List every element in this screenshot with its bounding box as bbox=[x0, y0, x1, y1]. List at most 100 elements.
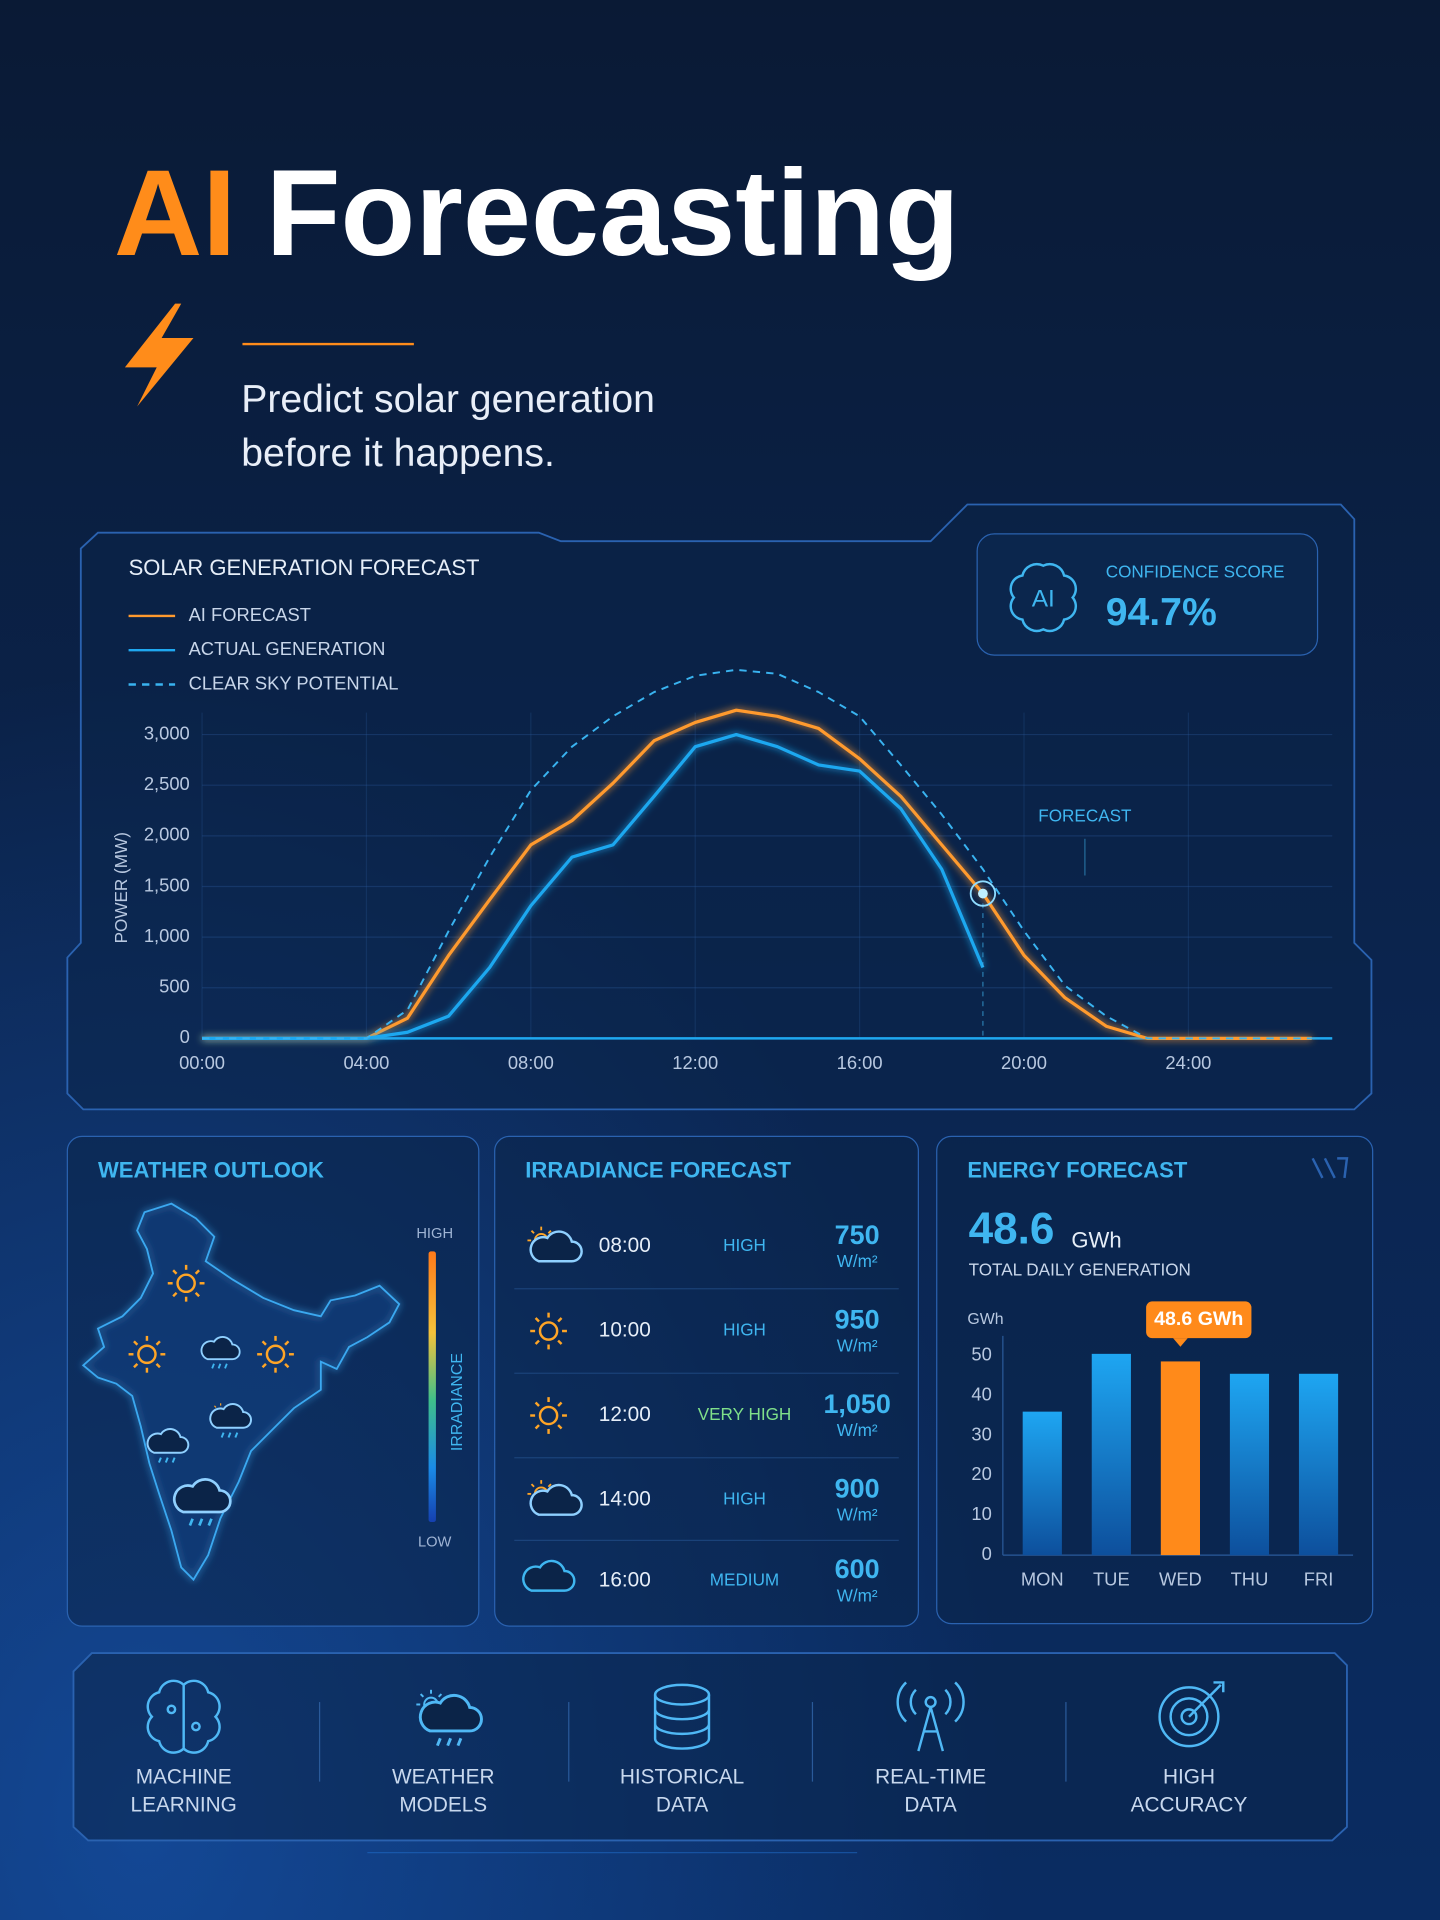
sun-icon-part bbox=[155, 1340, 161, 1346]
sun-icon-part bbox=[194, 1269, 200, 1275]
weather-icon-part-part bbox=[530, 1230, 535, 1234]
value-label-pointer bbox=[1173, 1338, 1188, 1347]
sun-rain-icon bbox=[209, 1403, 252, 1438]
title-accent: AI bbox=[114, 144, 236, 281]
rain-icon-part-part bbox=[164, 1457, 169, 1463]
legend-label: CLEAR SKY POTENTIAL bbox=[189, 672, 399, 693]
feature-label: MODELS bbox=[399, 1794, 487, 1817]
feature-icon-part-part bbox=[917, 1706, 945, 1752]
feature-label: DATA bbox=[904, 1794, 957, 1817]
feature-label: HISTORICAL bbox=[620, 1765, 744, 1788]
row-level: HIGH bbox=[723, 1235, 766, 1255]
bar bbox=[1091, 1353, 1131, 1556]
y-tick-label: 1,000 bbox=[144, 925, 190, 946]
row-level: MEDIUM bbox=[710, 1569, 779, 1589]
y-tick-label: 0 bbox=[180, 1026, 190, 1047]
rain-icon-part bbox=[188, 1518, 213, 1526]
row-time: 16:00 bbox=[599, 1568, 651, 1591]
energy-total-unit: GWh bbox=[1071, 1227, 1121, 1252]
sun-icon-part bbox=[172, 1269, 178, 1275]
row-time: 12:00 bbox=[599, 1403, 651, 1426]
row-value: 900 bbox=[835, 1473, 880, 1503]
sun-rain-icon-part-part bbox=[214, 1405, 217, 1408]
y-tick-label: 3,000 bbox=[144, 722, 190, 743]
rain-icon bbox=[146, 1428, 190, 1463]
sun-rain-icon-part bbox=[220, 1432, 239, 1438]
sun-rain-icon-part-part bbox=[234, 1432, 239, 1438]
row-level: HIGH bbox=[723, 1489, 766, 1509]
weather-icon-part bbox=[557, 1401, 563, 1407]
weather-icon bbox=[522, 1559, 576, 1592]
x-tick-label: THU bbox=[1231, 1569, 1269, 1590]
panel-title: IRRADIANCE FORECAST bbox=[525, 1158, 791, 1183]
sun-rain-icon-part-part bbox=[220, 1432, 225, 1438]
sun-icon-part bbox=[155, 1362, 161, 1369]
y-tick-label: 20 bbox=[971, 1463, 991, 1484]
weather-icon-part bbox=[529, 1483, 583, 1516]
feature-label: DATA bbox=[656, 1794, 709, 1817]
rain-icon-part-part bbox=[224, 1363, 228, 1369]
row-value: 950 bbox=[835, 1304, 880, 1334]
row-unit: W/m² bbox=[837, 1420, 878, 1440]
energy-total: 48.6 bbox=[969, 1204, 1055, 1253]
sun-rain-icon-part-part bbox=[227, 1432, 232, 1438]
sun-icon-part bbox=[172, 1291, 178, 1298]
y-axis-label: GWh bbox=[967, 1311, 1003, 1328]
rain-icon-part-part bbox=[198, 1518, 204, 1526]
line-chart: 0 500 1,000 1,500 2,000 2,500 3,000 00:00 04:00 0… bbox=[128, 604, 1333, 1073]
sun-icon-part bbox=[284, 1340, 290, 1346]
energy-caption: TOTAL DAILY GENERATION bbox=[969, 1260, 1191, 1280]
y-tick-label: 500 bbox=[159, 976, 190, 997]
chart-title: SOLAR GENERATION FORECAST bbox=[129, 555, 480, 580]
x-tick-label: 16:00 bbox=[837, 1052, 883, 1073]
weather-icon-part-part bbox=[547, 1483, 552, 1488]
row-time: 08:00 bbox=[599, 1234, 651, 1257]
scale-high: HIGH bbox=[416, 1226, 453, 1242]
weather-icon bbox=[527, 1480, 583, 1516]
feature-icon-part bbox=[653, 1683, 711, 1750]
rain-icon-part bbox=[200, 1336, 241, 1361]
sun-icon-part bbox=[133, 1362, 139, 1369]
feature-icon-part bbox=[191, 1721, 201, 1732]
confidence-icon-label: AI bbox=[1032, 585, 1055, 612]
feature-label: REAL-TIME bbox=[875, 1765, 986, 1788]
irradiance-panel bbox=[494, 1135, 919, 1627]
rain-icon bbox=[172, 1478, 232, 1526]
sun-icon-part bbox=[194, 1291, 200, 1298]
scale-low: LOW bbox=[418, 1535, 452, 1551]
feature-label: ACCURACY bbox=[1131, 1794, 1248, 1817]
x-tick-label: MON bbox=[1021, 1569, 1064, 1590]
scale-label: IRRADIANCE bbox=[449, 1353, 466, 1451]
weather-icon bbox=[530, 1397, 567, 1434]
irradiance-scale bbox=[428, 1251, 436, 1523]
title-main: Forecasting bbox=[266, 144, 960, 281]
feature-icon-part-part-part bbox=[446, 1737, 452, 1747]
bar bbox=[1160, 1361, 1200, 1556]
weather-icon-part bbox=[534, 1339, 540, 1345]
x-tick-label: 04:00 bbox=[343, 1052, 389, 1073]
weather-icon-part-part bbox=[547, 1230, 552, 1234]
legend-label: ACTUAL GENERATION bbox=[189, 638, 386, 659]
weather-icon-part bbox=[529, 1230, 583, 1263]
y-tick-label: 1,500 bbox=[144, 874, 190, 895]
features-panel bbox=[72, 1652, 1348, 1842]
feature-icon-part-part bbox=[437, 1693, 443, 1698]
bar bbox=[1298, 1373, 1339, 1556]
x-tick-label: FRI bbox=[1304, 1569, 1334, 1590]
feature-icon bbox=[896, 1681, 965, 1752]
weather-icon-part bbox=[557, 1317, 563, 1323]
weather-icon bbox=[530, 1312, 567, 1350]
y-tick-label: 30 bbox=[971, 1423, 991, 1444]
row-unit: W/m² bbox=[837, 1335, 878, 1355]
weather-icon-part bbox=[534, 1401, 540, 1407]
legend-label: AI FORECAST bbox=[189, 604, 311, 625]
confidence-value: 94.7% bbox=[1106, 591, 1217, 634]
sun-icon-part bbox=[284, 1362, 290, 1369]
weather-icons bbox=[128, 1264, 294, 1526]
sun-icon bbox=[128, 1335, 166, 1373]
feature-icon bbox=[416, 1689, 483, 1747]
value-label-box bbox=[1146, 1301, 1252, 1339]
bar bbox=[1022, 1411, 1062, 1556]
subtitle-line: Predict solar generation bbox=[241, 378, 655, 421]
sun-rain-icon-part bbox=[209, 1403, 252, 1429]
